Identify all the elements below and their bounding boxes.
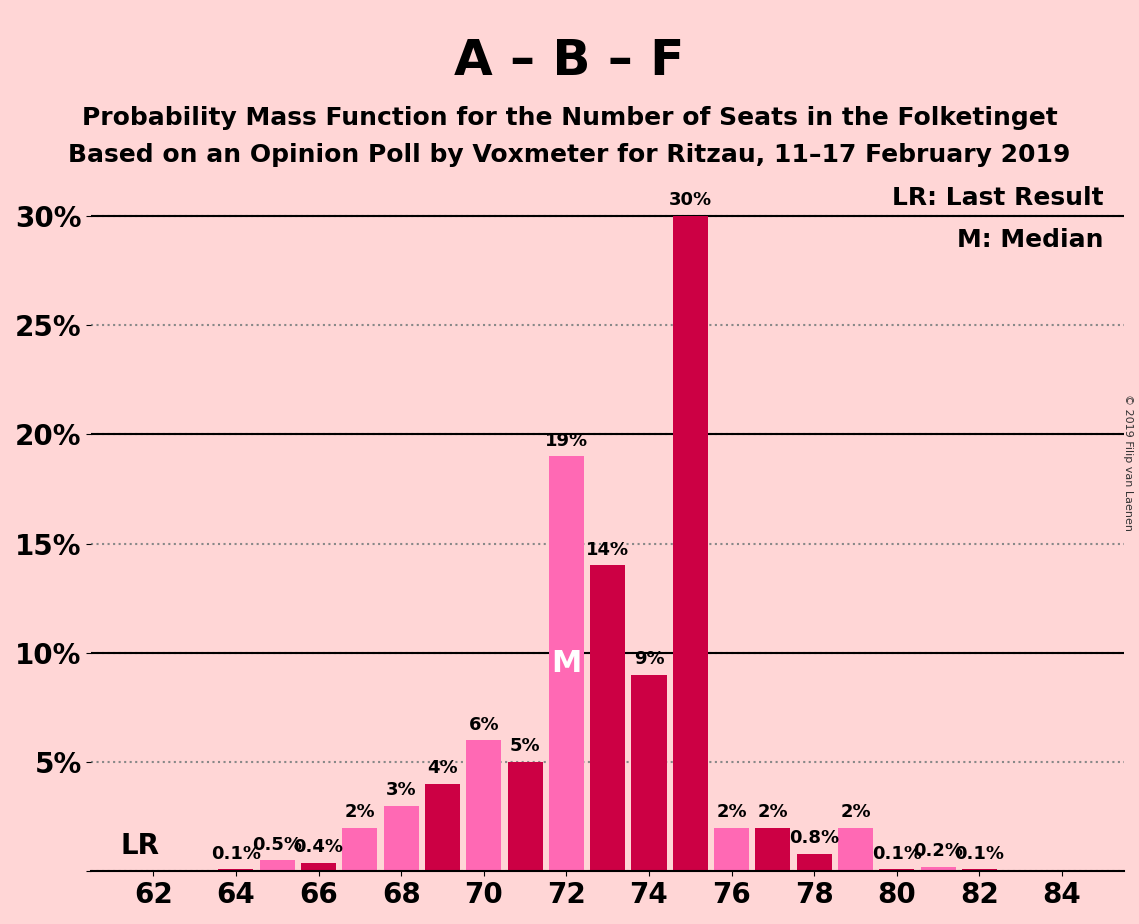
Bar xyxy=(673,216,707,871)
Text: 0.1%: 0.1% xyxy=(954,845,1005,862)
Text: LR: LR xyxy=(121,833,159,860)
Text: A – B – F: A – B – F xyxy=(454,37,685,85)
Bar xyxy=(466,740,501,871)
Text: 2%: 2% xyxy=(841,803,871,821)
Text: 0.2%: 0.2% xyxy=(913,843,964,860)
Text: © 2019 Filip van Laenen: © 2019 Filip van Laenen xyxy=(1123,394,1133,530)
Text: 14%: 14% xyxy=(587,541,629,559)
Text: 0.1%: 0.1% xyxy=(211,845,261,862)
Text: 2%: 2% xyxy=(716,803,747,821)
Bar xyxy=(508,762,542,871)
Text: Probability Mass Function for the Number of Seats in the Folketinget: Probability Mass Function for the Number… xyxy=(82,106,1057,130)
Bar xyxy=(714,828,749,871)
Text: 5%: 5% xyxy=(510,737,540,756)
Bar xyxy=(755,828,790,871)
Bar xyxy=(384,806,419,871)
Text: 3%: 3% xyxy=(386,781,417,799)
Text: 6%: 6% xyxy=(468,715,499,734)
Text: 30%: 30% xyxy=(669,191,712,209)
Bar xyxy=(219,869,254,871)
Bar xyxy=(631,675,666,871)
Text: 9%: 9% xyxy=(633,650,664,668)
Text: 4%: 4% xyxy=(427,760,458,777)
Text: 19%: 19% xyxy=(544,432,588,450)
Text: M: Median: M: Median xyxy=(957,228,1104,252)
Text: 0.4%: 0.4% xyxy=(294,838,344,856)
Text: 0.1%: 0.1% xyxy=(871,845,921,862)
Text: 0.8%: 0.8% xyxy=(789,829,839,847)
Text: 2%: 2% xyxy=(344,803,375,821)
Bar xyxy=(260,860,295,871)
Text: LR: Last Result: LR: Last Result xyxy=(892,186,1104,210)
Text: 0.5%: 0.5% xyxy=(252,836,302,854)
Bar xyxy=(301,862,336,871)
Bar xyxy=(920,867,956,871)
Bar xyxy=(343,828,377,871)
Bar xyxy=(590,565,625,871)
Bar xyxy=(879,869,915,871)
Text: M: M xyxy=(551,650,582,678)
Bar xyxy=(838,828,874,871)
Text: Based on an Opinion Poll by Voxmeter for Ritzau, 11–17 February 2019: Based on an Opinion Poll by Voxmeter for… xyxy=(68,143,1071,167)
Bar xyxy=(961,869,997,871)
Text: 2%: 2% xyxy=(757,803,788,821)
Bar xyxy=(796,854,831,871)
Bar xyxy=(549,456,584,871)
Bar xyxy=(425,784,460,871)
